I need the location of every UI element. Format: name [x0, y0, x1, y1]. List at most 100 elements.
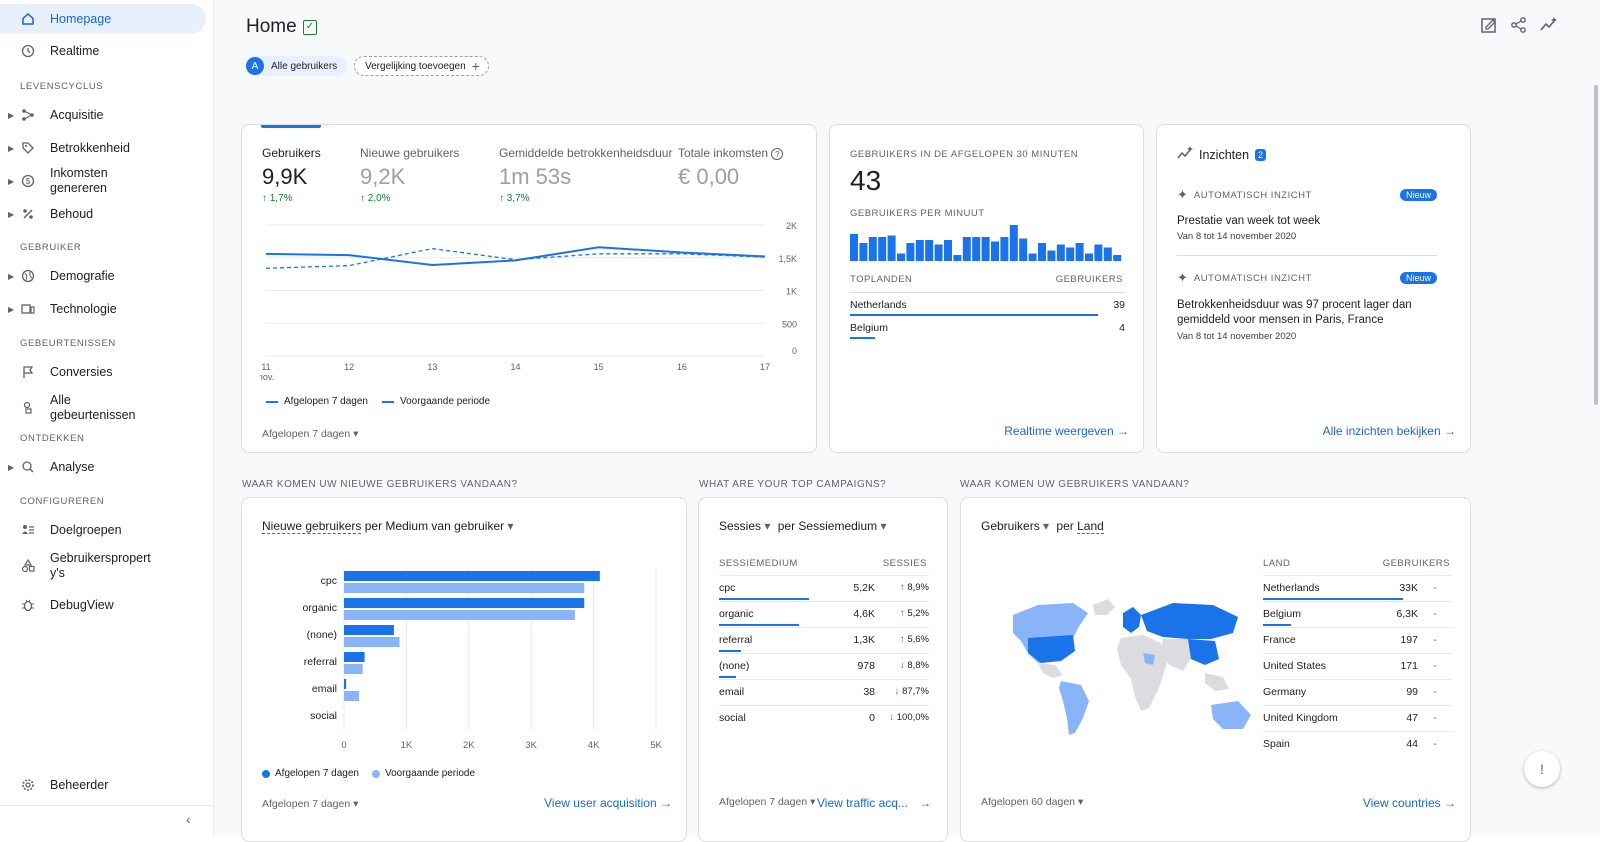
period-selector[interactable]: Afgelopen 7 dagen ▾ — [262, 428, 358, 440]
sparkle-icon: ✦ — [1177, 270, 1188, 285]
sidebar-item-technologie[interactable]: ▶ Technologie — [0, 295, 206, 323]
category-label: referral — [304, 656, 337, 668]
sidebar-item-gebruikersproperties[interactable]: Gebruikersproperty's — [0, 550, 206, 582]
table-row[interactable]: (none) 978 ↓ 8,8% — [719, 660, 929, 672]
row-bar — [719, 598, 809, 600]
metric-selector[interactable]: Sessies — [719, 519, 762, 533]
table-row[interactable]: email 38 ↓ 87,7% — [719, 686, 929, 698]
table-row[interactable]: Spain 44 - — [1263, 738, 1452, 750]
section-label-levenscyclus: LEVENSCYCLUS — [20, 81, 104, 92]
sidebar-item-homepage[interactable]: Homepage — [0, 4, 206, 34]
user-count: 197 — [1400, 634, 1418, 646]
table-row[interactable]: Germany 99 - — [1263, 686, 1452, 698]
edit-report-icon[interactable] — [1480, 16, 1498, 38]
metric-selector[interactable]: Gebruikers — [981, 519, 1040, 533]
table-row[interactable]: France 197 - — [1263, 634, 1452, 646]
link-label: Realtime weergeven — [1004, 424, 1114, 438]
table-row[interactable]: Belgium 6,3K - — [1263, 608, 1452, 620]
dimension-selector[interactable]: per Sessiemedium — [777, 519, 878, 533]
insight-item[interactable]: ✦ AUTOMATISCH INZICHT Nieuw Betrokkenhei… — [1177, 270, 1437, 342]
row-divider — [719, 575, 929, 576]
insight-item[interactable]: ✦ AUTOMATISCH INZICHT Nieuw Prestatie va… — [1177, 187, 1437, 242]
dropdown-icon: ▾ — [810, 796, 816, 808]
period-selector[interactable]: Afgelopen 60 dagen ▾ — [981, 796, 1083, 808]
realtime-link[interactable]: Realtime weergeven → — [1004, 424, 1129, 438]
metric-users[interactable]: Gebruikers 9,9K ↑ 1,7% — [262, 146, 321, 204]
country-name: Belgium — [1263, 608, 1301, 620]
minute-bar — [972, 237, 981, 261]
bug-icon — [20, 597, 36, 613]
feedback-button[interactable]: ! — [1524, 751, 1560, 787]
sidebar-item-label: Realtime — [50, 43, 100, 58]
geo-header[interactable]: Gebruikers ▾ per Land — [981, 519, 1104, 534]
row-bar — [850, 337, 875, 339]
segment-chip[interactable]: A Alle gebruikers — [246, 56, 348, 76]
plus-icon: + — [471, 58, 480, 74]
change-value: 87,7% — [902, 686, 929, 697]
sidebar-item-beheerder[interactable]: Beheerder — [0, 771, 206, 799]
acquisition-header[interactable]: Nieuwe gebruikers per Medium van gebruik… — [262, 519, 514, 534]
help-icon[interactable]: ? — [771, 148, 784, 160]
sidebar-item-realtime[interactable]: Realtime — [0, 37, 206, 65]
dimension-selector[interactable]: Land — [1077, 519, 1104, 534]
bar-previous — [344, 637, 400, 647]
scrollbar[interactable] — [1594, 85, 1598, 405]
sidebar-item-acquisitie[interactable]: ▶ Acquisitie — [0, 101, 206, 129]
period-selector[interactable]: Afgelopen 7 dagen ▾ — [262, 798, 358, 810]
metric-selector[interactable]: Nieuwe gebruikers — [262, 519, 362, 534]
minute-bar — [1019, 238, 1028, 261]
sidebar-item-analyse[interactable]: ▶ Analyse — [0, 453, 206, 481]
user-acquisition-link[interactable]: View user acquisition → — [544, 796, 672, 810]
table-row[interactable]: organic 4,6K ↑ 5,2% — [719, 608, 929, 620]
minute-bar — [878, 237, 887, 261]
sidebar-item-demografie[interactable]: ▶ Demografie — [0, 262, 206, 290]
sidebar-item-alle-gebeurtenissen[interactable]: Alle gebeurtenissen — [0, 392, 206, 424]
y-tick-label: 1K — [786, 287, 797, 297]
user-count: 47 — [1406, 712, 1418, 724]
x-tick-label: 13 — [427, 362, 437, 372]
minute-bar — [1094, 244, 1103, 261]
table-row[interactable]: Netherlands 39 — [850, 299, 1125, 311]
user-count: 33K — [1399, 582, 1418, 594]
sidebar-item-debugview[interactable]: DebugView — [0, 591, 206, 619]
traffic-acquisition-link[interactable]: View traffic acq... → — [817, 796, 931, 810]
user-count: 44 — [1406, 738, 1418, 750]
countries-link[interactable]: View countries → — [1363, 796, 1456, 810]
caret-right-icon: ▶ — [8, 462, 15, 472]
table-row[interactable]: cpc 5,2K ↑ 8,9% — [719, 582, 929, 594]
share-icon[interactable] — [1510, 16, 1528, 38]
sidebar-item-doelgroepen[interactable]: Doelgroepen — [0, 516, 206, 544]
insight-tag: AUTOMATISCH INZICHT — [1193, 189, 1312, 201]
table-row[interactable]: Netherlands 33K - — [1263, 582, 1452, 594]
metric-engagement-time[interactable]: Gemiddelde betrokkenheidsduur 1m 53s ↑ 3… — [499, 146, 672, 204]
metric-new-users[interactable]: Nieuwe gebruikers 9,2K ↑ 2,0% — [360, 146, 459, 204]
add-comparison-button[interactable]: Vergelijking toevoegen + — [354, 56, 489, 76]
new-badge: Nieuw — [1399, 272, 1437, 284]
campaigns-header[interactable]: Sessies ▾ per Sessiemedium ▾ — [719, 519, 887, 533]
session-change: ↓ 8,8% — [875, 660, 929, 672]
legend-dot-current — [262, 769, 270, 778]
metric-revenue[interactable]: Totale inkomsten ? € 0,00 — [678, 146, 784, 190]
x-tick-label: 2K — [463, 740, 475, 751]
metric-value: € 0,00 — [678, 164, 740, 189]
table-row[interactable]: referral 1,3K ↑ 5,6% — [719, 634, 929, 646]
collapse-sidebar-icon[interactable]: ‹ — [186, 811, 191, 827]
table-row[interactable]: social 0 ↓ 100,0% — [719, 712, 929, 724]
insights-icon[interactable] — [1540, 16, 1558, 38]
realtime-card: GEBRUIKERS IN DE AFGELOPEN 30 MINUTEN 43… — [829, 124, 1144, 453]
table-row[interactable]: Belgium 4 — [850, 322, 1125, 334]
bar-current — [344, 625, 394, 635]
section-label-configureren: CONFIGUREREN — [20, 496, 105, 507]
link-label: View user acquisition — [544, 796, 657, 810]
table-row[interactable]: United Kingdom 47 - — [1263, 712, 1452, 724]
minute-bar — [1047, 250, 1056, 261]
all-insights-link[interactable]: Alle inzichten bekijken → — [1323, 424, 1456, 438]
legend-current: Afgelopen 7 dagen — [275, 768, 359, 779]
metric-change: ↑ 3,7% — [499, 193, 530, 204]
period-selector[interactable]: Afgelopen 7 dagen ▾ — [719, 796, 815, 808]
sidebar-item-betrokkenheid[interactable]: ▶ Betrokkenheid — [0, 134, 206, 162]
sidebar-item-inkomsten[interactable]: ▶ $ Inkomsten genereren — [0, 165, 206, 197]
sidebar-item-conversies[interactable]: Conversies — [0, 358, 206, 386]
sidebar-item-behoud[interactable]: ▶ Behoud — [0, 200, 206, 228]
table-row[interactable]: United States 171 - — [1263, 660, 1452, 672]
